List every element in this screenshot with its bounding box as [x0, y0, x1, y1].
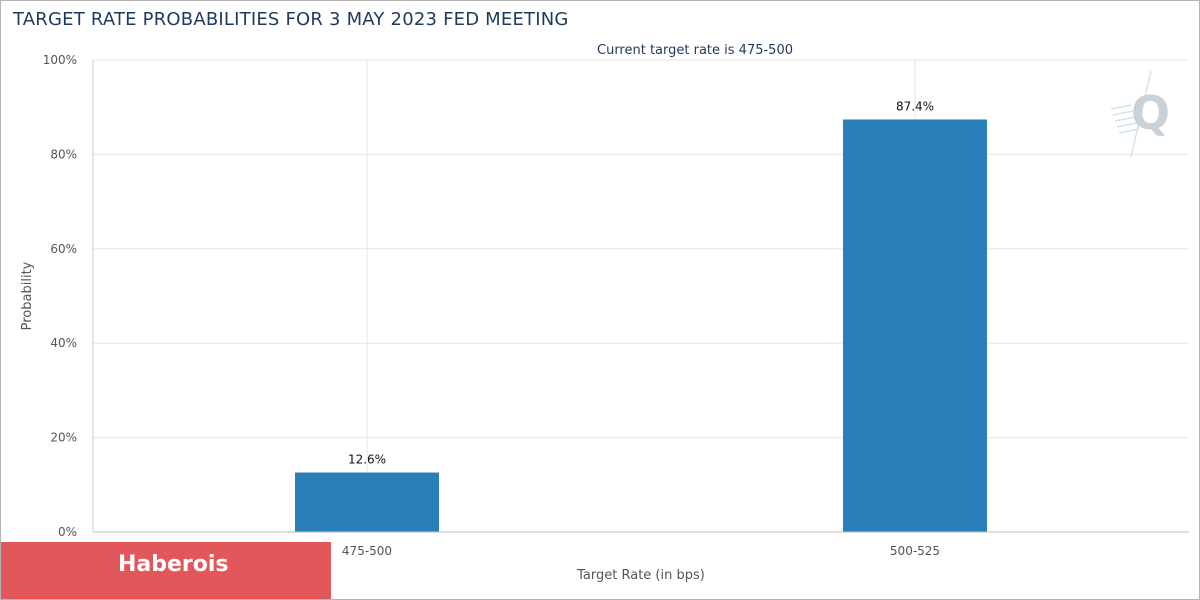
y-tick-label: 100%	[43, 53, 77, 67]
x-tick-label: 500-525	[890, 544, 940, 558]
x-axis-title: Target Rate (in bps)	[576, 568, 705, 583]
q-logo-icon: Q	[1111, 70, 1170, 158]
brand-badge	[1, 542, 331, 599]
y-tick-label: 40%	[50, 336, 77, 350]
x-tick-label: 475-500	[342, 544, 392, 558]
brand-name: Haberois	[118, 552, 229, 577]
data-label: 87.4%	[896, 99, 934, 113]
bar-475-500	[295, 472, 439, 532]
chart-title: TARGET RATE PROBABILITIES FOR 3 MAY 2023…	[13, 9, 569, 30]
chart-subtitle: Current target rate is 475-500	[597, 43, 793, 58]
y-axis-title: Probability	[20, 261, 35, 330]
svg-text:Q: Q	[1131, 86, 1170, 140]
y-tick-label: 60%	[50, 242, 77, 256]
y-tick-label: 20%	[50, 431, 77, 445]
bar-500-525	[843, 119, 987, 533]
y-tick-label: 80%	[50, 147, 77, 161]
y-tick-label: 0%	[58, 525, 77, 539]
data-label: 12.6%	[348, 453, 386, 467]
